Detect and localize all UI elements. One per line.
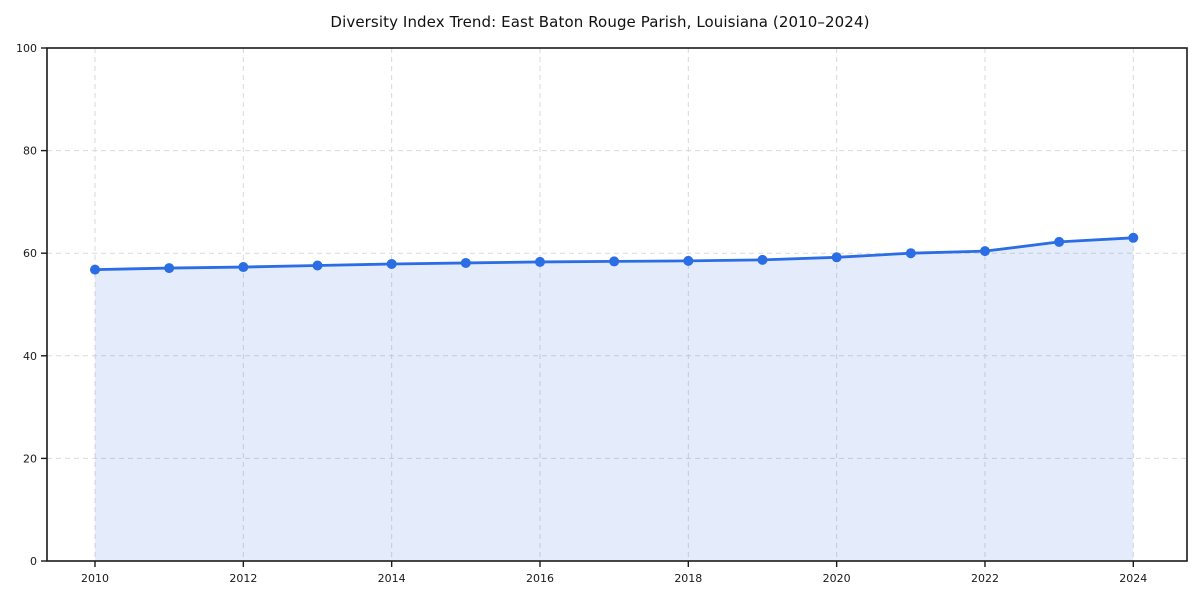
data-point-marker — [164, 263, 175, 274]
data-point-marker — [609, 256, 620, 267]
data-point-marker — [460, 257, 471, 268]
y-tick-label: 60 — [23, 247, 37, 260]
data-point-marker — [757, 254, 768, 265]
y-tick-label: 100 — [16, 42, 37, 55]
data-point-marker — [90, 264, 100, 275]
data-point-marker — [683, 255, 694, 266]
data-point-marker — [312, 260, 323, 271]
x-tick-label: 2022 — [971, 572, 999, 585]
axes-spines — [46, 47, 1188, 562]
y-tick-label: 40 — [23, 350, 37, 363]
data-point-marker — [238, 262, 249, 273]
data-point-marker — [979, 246, 990, 257]
y-tick-label: 80 — [23, 145, 37, 158]
data-point-marker — [1054, 236, 1065, 247]
x-tick-label: 2016 — [526, 572, 554, 585]
x-tick-label: 2018 — [674, 572, 702, 585]
y-tick-label: 20 — [23, 452, 37, 465]
x-tick-label: 2020 — [823, 572, 851, 585]
area-fill — [95, 237, 1134, 561]
x-tick-label: 2014 — [378, 572, 406, 585]
data-point-marker — [905, 248, 916, 259]
chart-title: Diversity Index Trend: East Baton Rouge … — [330, 13, 870, 31]
data-point-marker — [386, 258, 397, 269]
x-tick-label: 2024 — [1119, 572, 1147, 585]
data-point-marker — [831, 252, 842, 263]
x-tick-label: 2012 — [229, 572, 257, 585]
data-point-marker — [534, 256, 545, 267]
y-tick-label: 0 — [30, 555, 37, 568]
x-tick-label: 2010 — [81, 572, 109, 585]
data-point-marker — [1128, 232, 1139, 243]
